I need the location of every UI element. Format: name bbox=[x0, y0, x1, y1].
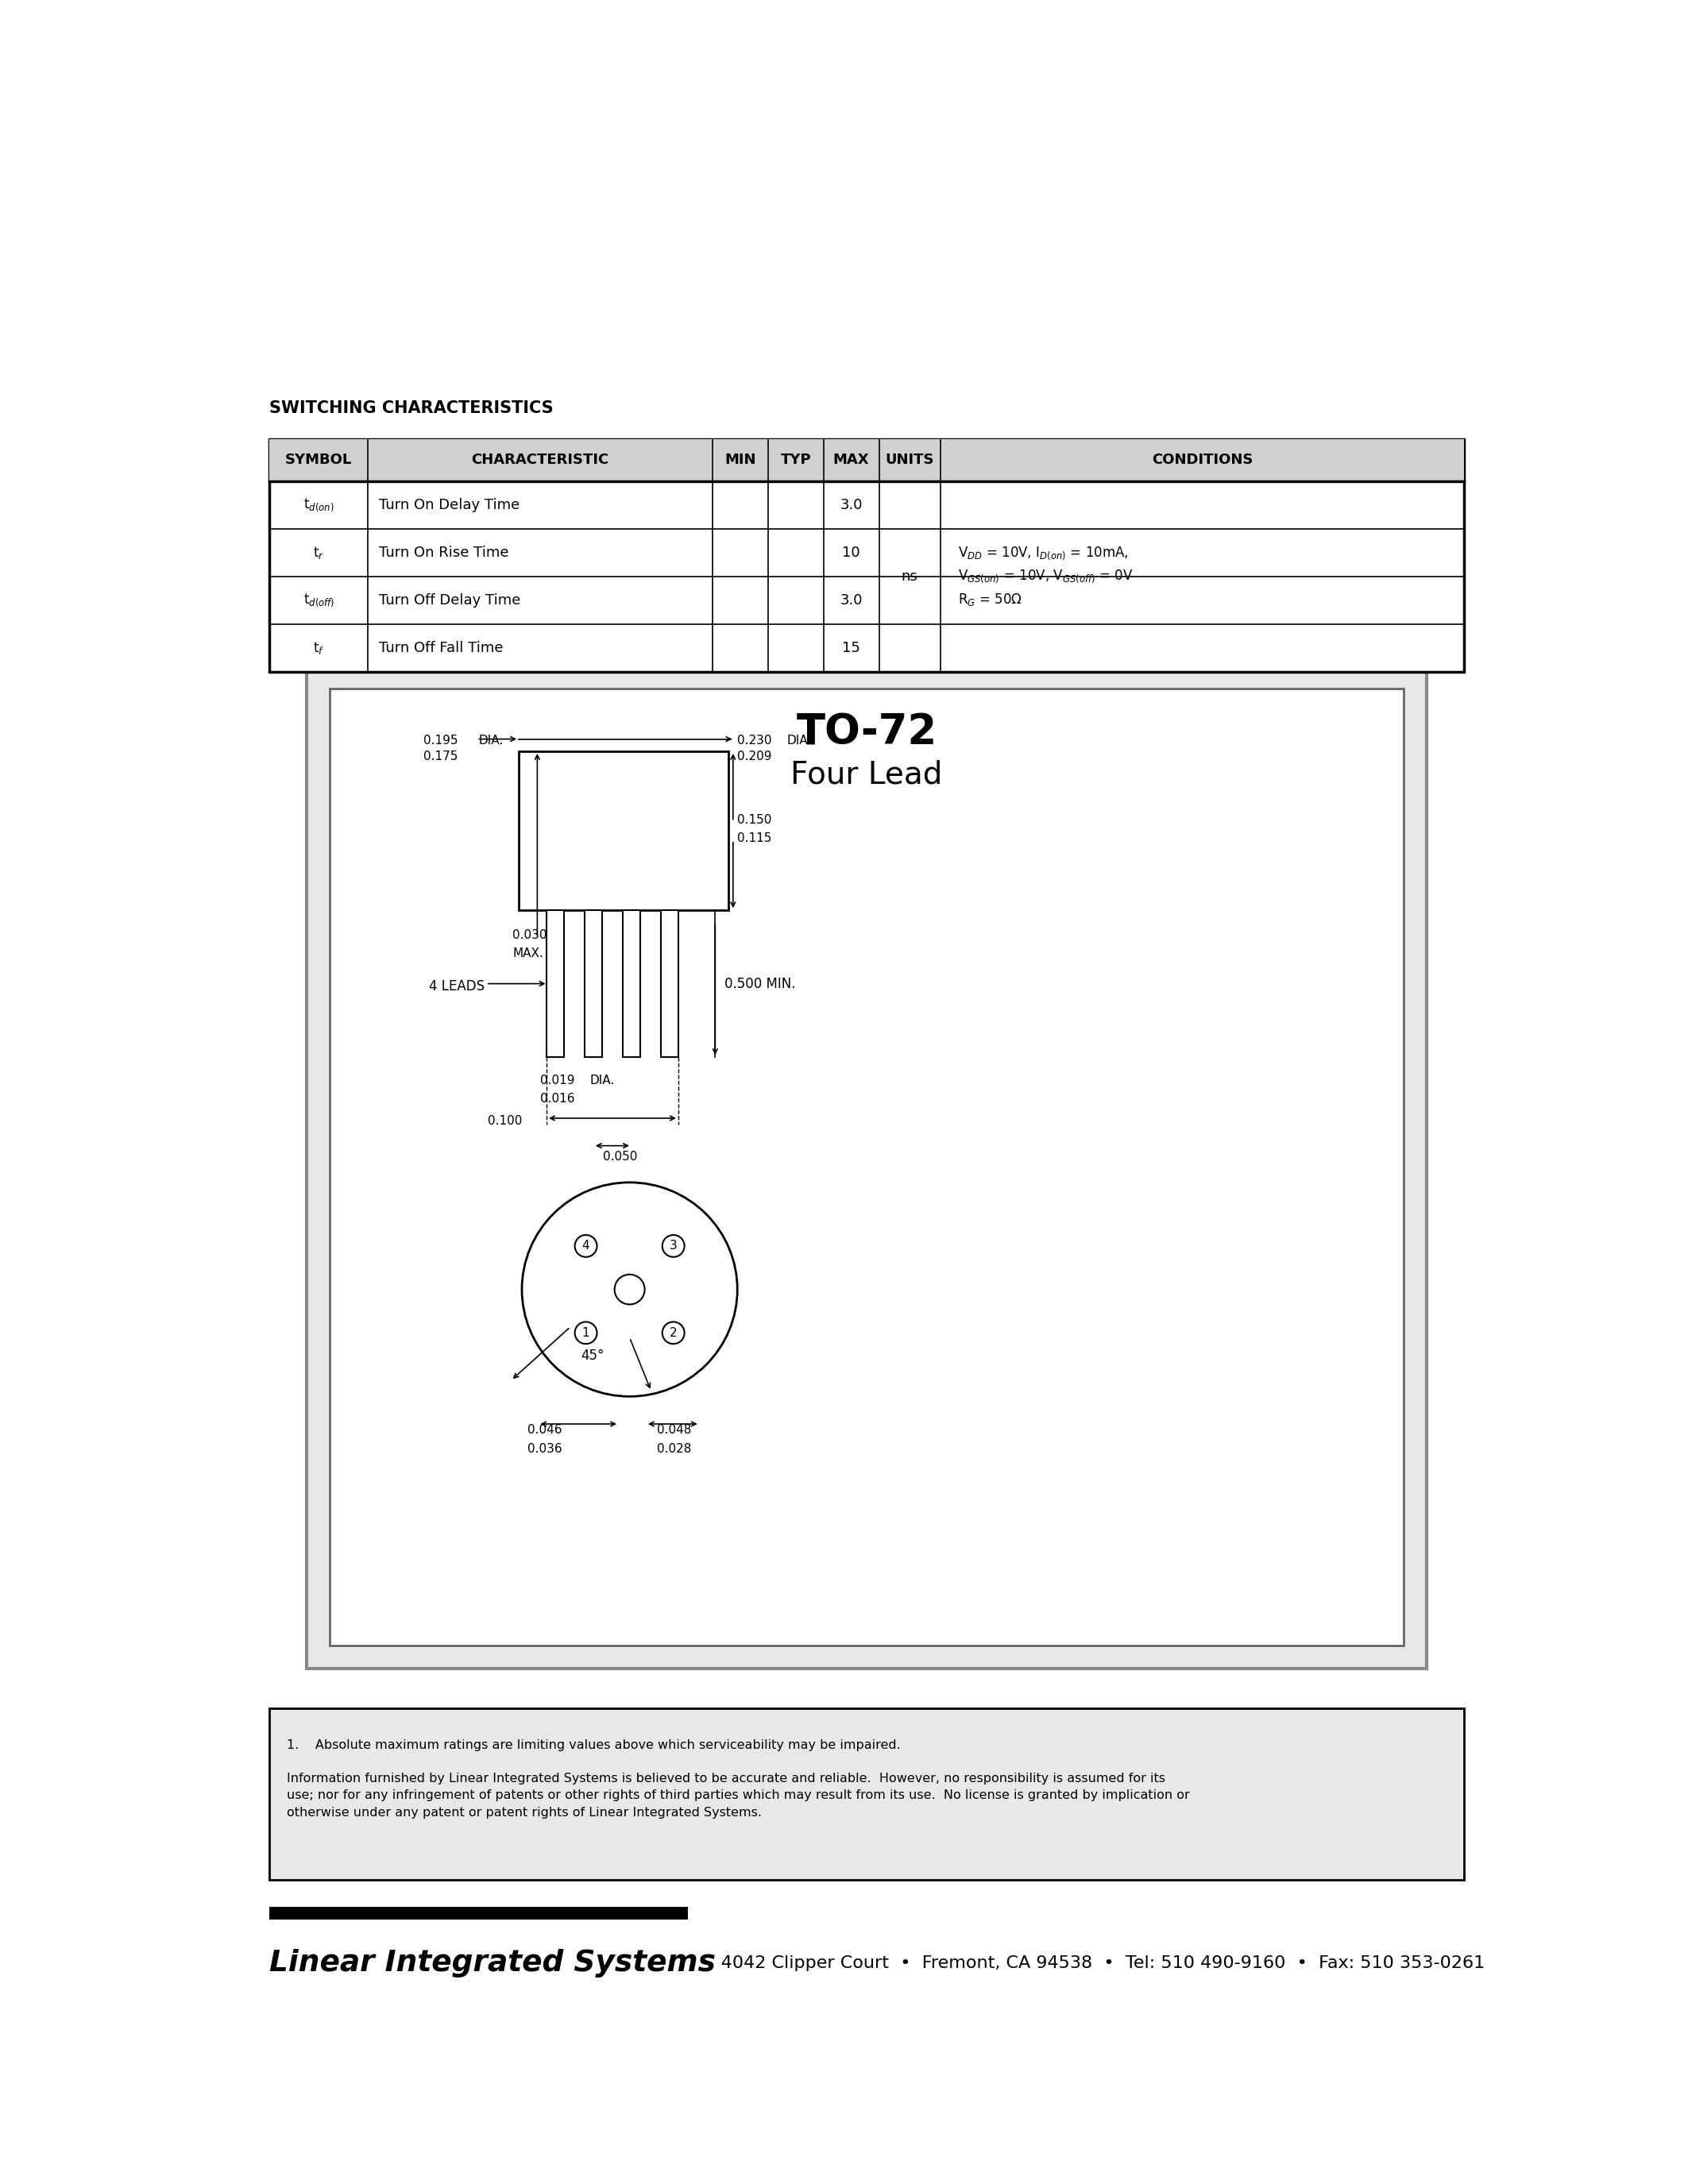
Bar bbox=[270, 1907, 689, 1920]
Text: 0.050: 0.050 bbox=[603, 1151, 638, 1162]
Text: Four Lead: Four Lead bbox=[790, 760, 942, 791]
Text: V$_{DD}$ = 10V, I$_{D(on)}$ = 10mA,
V$_{GS(on)}$ = 10V, V$_{GS(off)}$ = 0V
R$_G$: V$_{DD}$ = 10V, I$_{D(on)}$ = 10mA, V$_{… bbox=[957, 546, 1133, 607]
Bar bbox=[329, 688, 1403, 1645]
Circle shape bbox=[662, 1234, 684, 1258]
Text: 0.046: 0.046 bbox=[527, 1424, 562, 1437]
Circle shape bbox=[576, 1234, 598, 1258]
Bar bbox=[270, 439, 1463, 673]
Text: t$_{d(on)}$: t$_{d(on)}$ bbox=[304, 496, 334, 513]
Text: 15: 15 bbox=[842, 640, 861, 655]
Bar bbox=[307, 666, 1426, 1669]
Text: 45°: 45° bbox=[581, 1350, 604, 1363]
Text: 0.030: 0.030 bbox=[513, 928, 547, 941]
Circle shape bbox=[614, 1275, 645, 1304]
Text: 0.175: 0.175 bbox=[424, 751, 457, 762]
Text: CONDITIONS: CONDITIONS bbox=[1151, 452, 1252, 467]
Bar bbox=[662, 911, 679, 1057]
Text: 0.150: 0.150 bbox=[738, 815, 771, 826]
Text: TYP: TYP bbox=[780, 452, 812, 467]
Text: 0.195: 0.195 bbox=[424, 734, 457, 747]
Text: 0.016: 0.016 bbox=[540, 1092, 576, 1105]
Text: 2: 2 bbox=[670, 1328, 677, 1339]
Text: DIA.: DIA. bbox=[787, 734, 812, 747]
Text: 0.500 MIN.: 0.500 MIN. bbox=[724, 976, 795, 992]
Text: 0.036: 0.036 bbox=[527, 1444, 562, 1455]
Text: 0.028: 0.028 bbox=[657, 1444, 690, 1455]
Text: SWITCHING CHARACTERISTICS: SWITCHING CHARACTERISTICS bbox=[270, 400, 554, 417]
Text: Turn Off Delay Time: Turn Off Delay Time bbox=[380, 594, 522, 607]
Text: Turn Off Fall Time: Turn Off Fall Time bbox=[380, 640, 503, 655]
Bar bbox=[547, 911, 564, 1057]
Text: MAX.: MAX. bbox=[513, 948, 544, 959]
Bar bbox=[270, 439, 1463, 480]
Text: Turn On Delay Time: Turn On Delay Time bbox=[380, 498, 520, 511]
Text: 0.019: 0.019 bbox=[540, 1075, 576, 1085]
Text: 10: 10 bbox=[842, 546, 861, 559]
Text: 4 LEADS: 4 LEADS bbox=[429, 981, 484, 994]
Text: •  4042 Clipper Court  •  Fremont, CA 94538  •  Tel: 510 490-9160  •  Fax: 510 3: • 4042 Clipper Court • Fremont, CA 94538… bbox=[689, 1955, 1485, 1972]
Text: 3.0: 3.0 bbox=[841, 594, 863, 607]
Text: 0.209: 0.209 bbox=[738, 751, 771, 762]
Text: t$_f$: t$_f$ bbox=[312, 640, 324, 655]
Bar bbox=[270, 1708, 1463, 1880]
Text: 1: 1 bbox=[582, 1328, 589, 1339]
Text: ns: ns bbox=[901, 570, 918, 583]
Text: t$_{d(off)}$: t$_{d(off)}$ bbox=[304, 592, 334, 609]
Text: UNITS: UNITS bbox=[885, 452, 933, 467]
Text: SYMBOL: SYMBOL bbox=[285, 452, 353, 467]
Text: DIA.: DIA. bbox=[479, 734, 503, 747]
Text: 4: 4 bbox=[582, 1241, 589, 1251]
Text: Linear Integrated Systems: Linear Integrated Systems bbox=[270, 1948, 716, 1979]
Circle shape bbox=[662, 1321, 684, 1343]
Text: Information furnished by Linear Integrated Systems is believed to be accurate an: Information furnished by Linear Integrat… bbox=[287, 1773, 1190, 1819]
Text: 3.0: 3.0 bbox=[841, 498, 863, 511]
Bar bbox=[623, 911, 640, 1057]
Bar bbox=[584, 911, 603, 1057]
Text: 0.230: 0.230 bbox=[738, 734, 771, 747]
Text: MIN: MIN bbox=[724, 452, 756, 467]
Text: 3: 3 bbox=[670, 1241, 677, 1251]
Circle shape bbox=[522, 1182, 738, 1396]
Bar bbox=[518, 751, 728, 911]
Text: MAX: MAX bbox=[834, 452, 869, 467]
Text: 0.048: 0.048 bbox=[657, 1424, 690, 1437]
Text: Turn On Rise Time: Turn On Rise Time bbox=[380, 546, 510, 559]
Text: t$_r$: t$_r$ bbox=[314, 544, 324, 561]
Text: CHARACTERISTIC: CHARACTERISTIC bbox=[471, 452, 609, 467]
Text: 0.100: 0.100 bbox=[488, 1116, 523, 1127]
Text: 1.    Absolute maximum ratings are limiting values above which serviceability ma: 1. Absolute maximum ratings are limiting… bbox=[287, 1738, 901, 1752]
Text: TO-72: TO-72 bbox=[797, 712, 937, 753]
Text: DIA.: DIA. bbox=[589, 1075, 614, 1085]
Text: 0.115: 0.115 bbox=[738, 832, 771, 845]
Circle shape bbox=[576, 1321, 598, 1343]
